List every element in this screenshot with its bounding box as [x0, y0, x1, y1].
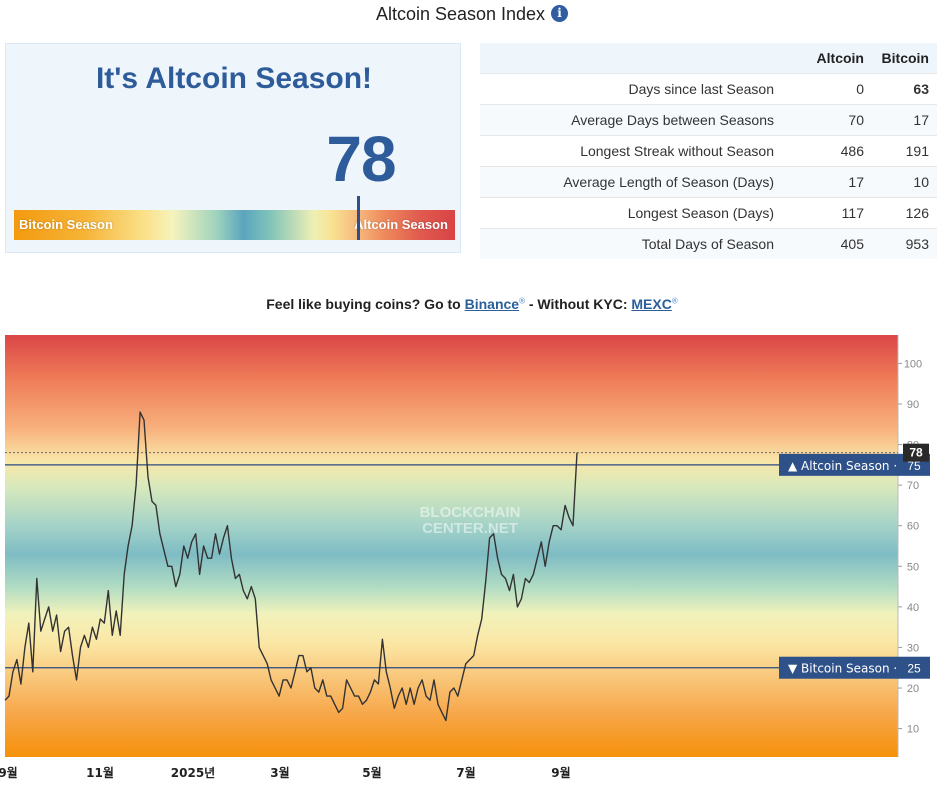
- altcoin-value: 117: [784, 197, 872, 229]
- watermark-line-1: BLOCKCHAIN: [420, 504, 521, 521]
- bitcoin-value: 126: [872, 197, 937, 229]
- mexc-mark: ®: [671, 296, 678, 306]
- season-headline: It's Altcoin Season!: [95, 62, 373, 95]
- y-tick-label: 10: [907, 724, 919, 736]
- row-label: Days since last Season: [480, 73, 784, 105]
- season-summary-card: It's Altcoin Season! 78 Bitcoin Season A…: [5, 43, 461, 253]
- current-value-tag: 78: [903, 443, 929, 462]
- table-row: Average Days between Seasons 70 17: [480, 104, 937, 136]
- y-tick-label: 30: [907, 642, 919, 654]
- y-tick-label: 20: [907, 683, 919, 695]
- row-label: Longest Streak without Season: [480, 135, 784, 167]
- promo-line: Feel like buying coins? Go to Binance® -…: [0, 296, 944, 312]
- watermark: BLOCKCHAIN CENTER.NET: [420, 504, 521, 537]
- y-tick-label: 40: [907, 602, 919, 614]
- row-label: Longest Season (Days): [480, 197, 784, 229]
- column-header-bitcoin: Bitcoin: [872, 43, 937, 74]
- promo-middle: - Without KYC:: [524, 296, 632, 312]
- table-row: Total Days of Season 405 953: [480, 228, 937, 259]
- gauge-marker: [356, 196, 360, 240]
- chart-background: [5, 335, 898, 757]
- bitcoin-value: 17: [872, 104, 937, 136]
- current-value-box: [903, 443, 929, 462]
- promo-prefix: Feel like buying coins? Go to: [266, 296, 465, 312]
- bitcoin-value: 191: [872, 135, 937, 167]
- title-bar: Altcoin Season Index i: [0, 0, 944, 28]
- mexc-link[interactable]: MEXC: [631, 296, 672, 312]
- table-header-row: Altcoin Bitcoin: [480, 43, 937, 74]
- bitcoin-value: 63: [872, 73, 937, 105]
- x-tick-label: 7월: [456, 765, 475, 780]
- threshold-tag: [779, 656, 930, 679]
- info-icon[interactable]: i: [551, 4, 569, 22]
- season-stats-table: Altcoin Bitcoin Days since last Season 0…: [480, 43, 937, 259]
- x-tick-label: 2025년: [171, 766, 215, 780]
- y-tick-label: 90: [907, 399, 919, 411]
- bitcoin-value: 953: [872, 228, 937, 259]
- table-row: Average Length of Season (Days) 17 10: [480, 166, 937, 198]
- altcoin-value: 70: [784, 104, 872, 136]
- binance-link[interactable]: Binance: [464, 296, 520, 312]
- y-tick-label: 100: [904, 358, 922, 370]
- x-tick-label: 11월: [86, 765, 114, 780]
- series-line-altcoin-season-index: [4, 411, 578, 722]
- altcoin-value: 486: [784, 135, 872, 167]
- column-header-altcoin: Altcoin: [784, 43, 872, 74]
- threshold-lines: ▲ Altcoin Season · 75 ▼ Bitcoin Season · 25: [5, 453, 930, 679]
- threshold-value: 25: [907, 662, 921, 676]
- x-tick-label: 9월: [0, 765, 18, 780]
- table-header-empty: [480, 43, 784, 74]
- x-tick-label: 9월: [551, 765, 570, 780]
- x-tick-label: 5월: [362, 765, 381, 780]
- table-row: Longest Streak without Season 486 191: [480, 135, 937, 167]
- x-axis: 9월 11월 2025년 3월 5월 7월 9월: [0, 765, 571, 780]
- watermark-line-2: CENTER.NET: [422, 520, 518, 537]
- y-tick-label: 50: [907, 561, 919, 573]
- page-title: Altcoin Season Index: [375, 4, 546, 24]
- altcoin-value: 17: [784, 166, 872, 198]
- row-label: Average Days between Seasons: [480, 104, 784, 136]
- table-row: Longest Season (Days) 117 126: [480, 197, 937, 229]
- row-label: Average Length of Season (Days): [480, 166, 784, 198]
- y-tick-label: 70: [907, 480, 919, 492]
- gauge-label-altcoin: Altcoin Season: [354, 217, 448, 232]
- threshold-tag: [779, 453, 930, 476]
- index-value: 78: [326, 123, 396, 195]
- gauge-label-bitcoin: Bitcoin Season: [19, 217, 113, 232]
- y-axis: 102030405060708090100: [897, 335, 922, 757]
- season-gauge-bar: [14, 210, 455, 240]
- season-index-chart: BLOCKCHAIN CENTER.NET 102030405060708090…: [0, 335, 930, 780]
- threshold-label: ▼ Bitcoin Season ·: [788, 662, 897, 676]
- altcoin-value: 405: [784, 228, 872, 259]
- bitcoin-value: 10: [872, 166, 937, 198]
- table-row: Days since last Season 0 63: [480, 73, 937, 105]
- binance-mark: ®: [519, 296, 525, 306]
- y-tick-label: 60: [907, 521, 919, 533]
- row-label: Total Days of Season: [480, 228, 784, 259]
- x-tick-label: 3월: [270, 765, 289, 780]
- current-value-label: 78: [909, 446, 923, 460]
- threshold-label: ▲ Altcoin Season ·: [788, 459, 897, 473]
- threshold-value: 75: [907, 459, 921, 473]
- altcoin-value: 0: [784, 73, 872, 105]
